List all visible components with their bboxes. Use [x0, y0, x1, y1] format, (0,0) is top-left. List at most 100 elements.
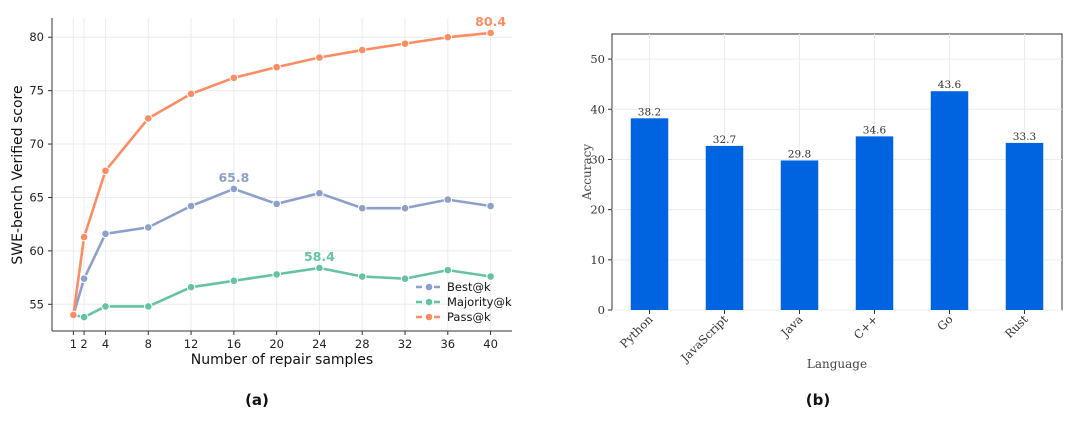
legend-label-pass: Pass@k	[447, 310, 491, 324]
data-point-best	[443, 195, 453, 204]
data-point-pass	[229, 73, 239, 83]
data-point-majority	[486, 272, 495, 281]
bar	[780, 160, 819, 310]
data-point-pass	[79, 232, 89, 242]
y-axis-title: Accuracy	[580, 144, 594, 201]
x-axis-title: Number of repair samples	[191, 352, 373, 368]
data-point-pass	[186, 89, 196, 99]
x-tick-label: 20	[269, 337, 284, 351]
data-point-majority	[315, 263, 324, 273]
data-point-majority	[443, 265, 453, 275]
x-tick-label: 1	[70, 337, 77, 351]
gridlines	[52, 18, 512, 331]
panel-label-b: (b)	[806, 391, 830, 409]
y-tick-label: 20	[590, 203, 605, 217]
x-tick-label: 28	[355, 337, 370, 351]
x-tick-label: 16	[227, 337, 242, 351]
data-point-best	[272, 199, 281, 209]
x-tick-label: JavaScript	[677, 312, 731, 366]
y-tick-label: 50	[590, 52, 605, 66]
legend-marker-pass	[424, 312, 434, 322]
data-point-majority	[79, 312, 89, 322]
x-tick-label: Rust	[1002, 312, 1031, 341]
x-tick-label: Java	[777, 312, 805, 340]
y-tick-label: 80	[29, 30, 44, 44]
data-point-best	[79, 274, 89, 283]
series-line-best	[72, 187, 491, 316]
y-tick-labels: 55 60 65 70 75 80	[29, 30, 52, 311]
bar-value-label: 43.6	[938, 79, 962, 91]
bars: 38.2 32.7 29.8 34.6 43.6 33.3	[630, 79, 1044, 311]
data-point-pass	[272, 62, 281, 72]
gridlines	[612, 34, 1062, 311]
y-tick-label: 55	[29, 297, 44, 311]
peak-label-majority: 58.4	[304, 249, 335, 264]
data-point-best	[101, 229, 110, 239]
peak-labels: 65.8 58.4 80.4	[218, 14, 506, 264]
bar-value-label: 29.8	[788, 148, 811, 160]
legend-marker-majority	[424, 297, 434, 307]
peak-label-best: 65.8	[218, 170, 249, 185]
data-point-best	[143, 223, 153, 232]
data-point-pass	[400, 39, 410, 48]
data-point-majority	[229, 276, 239, 286]
bar	[705, 145, 744, 310]
x-tick-label: 12	[184, 337, 199, 351]
data-point-pass	[486, 28, 495, 38]
data-point-best	[357, 203, 367, 213]
x-tick-label: 24	[312, 337, 327, 351]
y-tick-label: 30	[590, 152, 605, 166]
bar-value-label: 33.3	[1013, 131, 1036, 143]
x-tick-label: 4	[102, 337, 109, 351]
panel-label-a: (a)	[245, 391, 269, 409]
bar	[630, 118, 669, 311]
data-point-pass	[315, 53, 324, 62]
data-point-majority	[357, 272, 367, 281]
legend-label-majority: Majority@k	[447, 295, 512, 309]
y-tick-label: 75	[29, 84, 44, 98]
data-point-best	[400, 203, 410, 213]
y-tick-label: 65	[29, 190, 44, 204]
x-tick-label: 36	[440, 337, 455, 351]
bar-value-label: 32.7	[713, 134, 736, 146]
data-point-pass	[357, 45, 367, 55]
data-point-majority	[400, 274, 410, 283]
series-line-majority	[73, 266, 491, 319]
plot-frame	[611, 33, 1063, 311]
x-tick-label: Python	[617, 312, 656, 351]
data-point-majority	[101, 302, 110, 311]
y-tick-labels: 0 10 20 30 40 50	[590, 52, 612, 317]
legend-item-pass: Pass@k	[416, 310, 491, 324]
x-tick-label: 32	[398, 337, 413, 351]
x-tick-label: 8	[145, 337, 152, 351]
series-lines	[69, 28, 495, 322]
bar-chart: 0 10 20 30 40 50 38.2 32.7 29.8 34.6 43.6 33.3 Pyt…	[580, 33, 1063, 409]
x-tick-label: Go	[934, 312, 955, 333]
legend-label-best: Best@k	[447, 280, 491, 294]
data-point-pass	[69, 310, 78, 320]
legend-item-best: Best@k	[416, 280, 491, 294]
x-axis-title: Language	[807, 357, 867, 371]
bar-value-label: 34.6	[863, 124, 887, 136]
data-point-majority	[186, 282, 196, 292]
y-tick-label: 40	[590, 102, 605, 116]
legend: Best@k Majority@k Pass@k	[416, 280, 512, 324]
data-point-pass	[443, 32, 453, 42]
bar	[930, 91, 969, 310]
y-axis-title: SWE-bench Verified score	[10, 85, 26, 264]
series-line-pass	[72, 31, 491, 316]
bar	[1005, 142, 1044, 310]
peak-label-pass: 80.4	[475, 14, 506, 29]
data-point-best	[315, 188, 324, 198]
x-tick-label: C++	[851, 312, 881, 342]
data-point-majority	[272, 270, 281, 279]
data-point-majority	[143, 302, 153, 311]
bar-value-label: 38.2	[638, 106, 661, 118]
x-tick-label: 40	[483, 337, 498, 351]
legend-item-majority: Majority@k	[416, 295, 512, 309]
data-point-pass	[101, 166, 110, 176]
data-point-best	[486, 201, 495, 211]
y-tick-label: 70	[29, 137, 44, 151]
data-point-best	[229, 184, 239, 194]
